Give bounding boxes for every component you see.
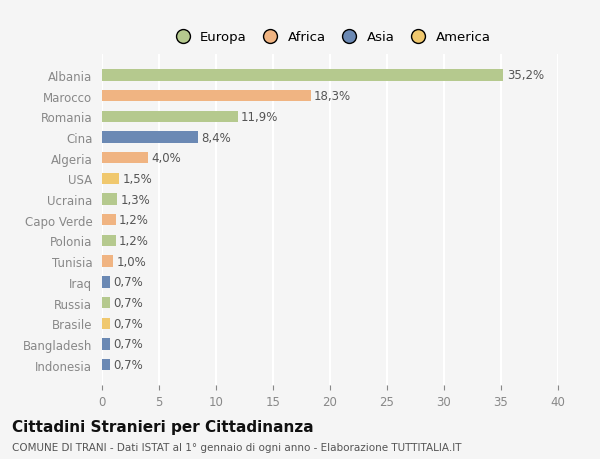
Bar: [102, 174, 119, 185]
Bar: [102, 132, 198, 143]
Bar: [102, 256, 113, 267]
Text: 4,0%: 4,0%: [151, 152, 181, 165]
Legend: Europa, Africa, Asia, America: Europa, Africa, Asia, America: [167, 28, 493, 47]
Text: Cittadini Stranieri per Cittadinanza: Cittadini Stranieri per Cittadinanza: [12, 419, 314, 434]
Bar: [102, 277, 110, 288]
Bar: [102, 339, 110, 350]
Text: 18,3%: 18,3%: [314, 90, 351, 103]
Bar: [102, 318, 110, 329]
Text: 0,7%: 0,7%: [113, 338, 143, 351]
Text: 11,9%: 11,9%: [241, 111, 278, 123]
Bar: [102, 91, 311, 102]
Text: 0,7%: 0,7%: [113, 317, 143, 330]
Text: 1,2%: 1,2%: [119, 214, 149, 227]
Bar: [102, 112, 238, 123]
Text: 0,7%: 0,7%: [113, 276, 143, 289]
Text: 1,5%: 1,5%: [122, 173, 152, 185]
Text: 35,2%: 35,2%: [506, 69, 544, 82]
Bar: [102, 70, 503, 81]
Bar: [102, 194, 117, 205]
Bar: [102, 153, 148, 164]
Text: 1,0%: 1,0%: [117, 255, 146, 268]
Text: 1,2%: 1,2%: [119, 235, 149, 247]
Text: 0,7%: 0,7%: [113, 358, 143, 371]
Text: 0,7%: 0,7%: [113, 297, 143, 309]
Bar: [102, 235, 116, 246]
Bar: [102, 359, 110, 370]
Bar: [102, 297, 110, 308]
Text: COMUNE DI TRANI - Dati ISTAT al 1° gennaio di ogni anno - Elaborazione TUTTITALI: COMUNE DI TRANI - Dati ISTAT al 1° genna…: [12, 442, 461, 452]
Bar: [102, 215, 116, 226]
Text: 1,3%: 1,3%: [120, 193, 150, 206]
Text: 8,4%: 8,4%: [201, 131, 231, 144]
